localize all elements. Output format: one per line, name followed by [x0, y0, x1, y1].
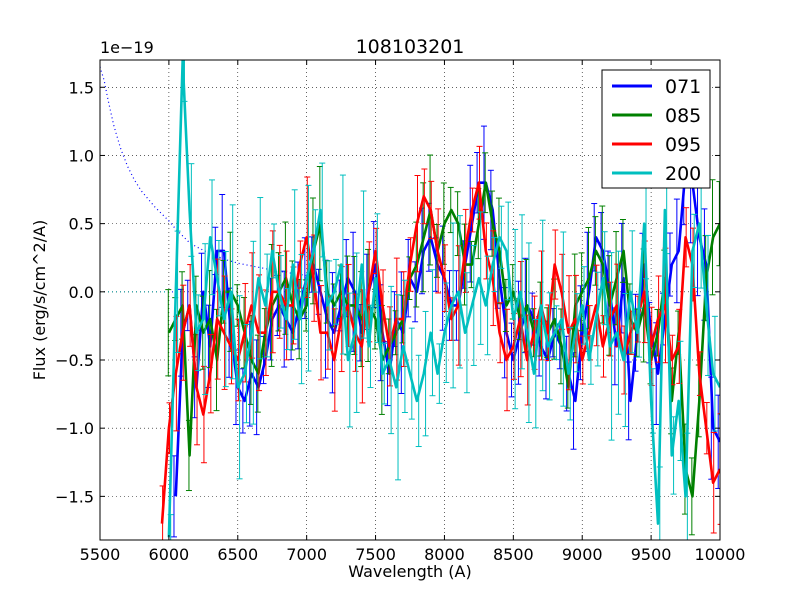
error-bar	[622, 292, 629, 428]
x-tick-label: 9500	[631, 545, 672, 564]
y-tick-label: −1.0	[55, 419, 94, 438]
error-bar	[608, 252, 615, 441]
error-bar	[484, 255, 491, 356]
error-bar	[264, 253, 271, 358]
legend-label: 071	[665, 76, 701, 98]
legend: 071 085 095 200	[601, 69, 711, 189]
error-bar	[673, 198, 680, 304]
legend-entry-095: 095	[612, 134, 701, 156]
error-bar	[546, 292, 553, 401]
error-bar	[594, 271, 601, 367]
y-tick-label: −0.5	[55, 351, 94, 370]
error-bar	[243, 324, 250, 424]
error-bar	[298, 254, 305, 385]
error-bar	[574, 293, 581, 373]
error-bar	[401, 279, 408, 414]
y-tick-label: 1.5	[69, 78, 94, 97]
legend-box	[601, 69, 711, 189]
y-tick-label: −1.5	[55, 487, 94, 506]
series-group	[100, 60, 720, 540]
error-bar	[567, 326, 574, 421]
y-tick-label: 0.5	[69, 215, 94, 234]
legend-entry-085: 085	[612, 105, 701, 127]
error-bar	[312, 209, 319, 293]
error-bar	[717, 413, 720, 525]
series-line-095	[160, 181, 720, 524]
legend-entry-200: 200	[612, 163, 701, 185]
x-tick-label: 8000	[424, 545, 465, 564]
error-bar	[422, 310, 429, 437]
error-bar	[463, 272, 470, 394]
error-bar	[553, 305, 560, 361]
error-bar	[222, 251, 229, 388]
error-bar	[339, 174, 346, 355]
error-bar	[291, 189, 298, 340]
legend-entry-071: 071	[612, 76, 701, 98]
error-bar	[326, 260, 333, 351]
error-bar	[215, 239, 222, 317]
x-axis-label: Wavelength (A)	[348, 562, 471, 581]
x-tick-label: 5500	[80, 545, 121, 564]
plot-frame	[99, 59, 721, 541]
error-bar	[250, 240, 257, 425]
error-bar	[305, 184, 312, 372]
x-tick-label: 7500	[355, 545, 396, 564]
error-bar	[353, 252, 360, 413]
error-bar	[202, 243, 209, 395]
y-axis-label: Flux (erg/s/cm^2/A)	[30, 220, 49, 381]
series-085	[165, 152, 720, 536]
x-tick-label: 6500	[217, 545, 258, 564]
error-bar	[395, 294, 402, 481]
x-tick-label: 7000	[286, 545, 327, 564]
error-bar	[457, 215, 464, 369]
error-bar	[408, 327, 415, 420]
series-line-085	[167, 181, 720, 498]
error-bar	[277, 255, 284, 329]
legend-label: 085	[665, 105, 701, 127]
y-scale-offset: 1e−19	[100, 38, 154, 57]
error-bar	[257, 197, 264, 360]
error-bar	[443, 282, 450, 383]
error-bar	[532, 318, 539, 429]
axis-ticks: 5500 6000 6500 7000 7500 8000 8500 9000 9500 1000…	[55, 60, 745, 564]
error-bar	[209, 179, 216, 296]
error-bar	[711, 315, 718, 432]
error-bar	[477, 211, 484, 345]
error-bar	[360, 190, 367, 339]
error-bar	[498, 205, 505, 269]
x-tick-label: 10000	[695, 545, 746, 564]
error-bar	[519, 214, 526, 370]
sky-reference-line	[100, 66, 307, 277]
y-tick-label: 1.0	[69, 146, 94, 165]
series-line-200	[167, 60, 720, 538]
error-bar	[705, 234, 712, 376]
legend-label: 200	[665, 163, 701, 185]
error-bar	[525, 242, 532, 424]
error-bar	[165, 289, 172, 377]
x-tick-label: 6000	[149, 545, 190, 564]
error-bar	[491, 237, 498, 293]
error-bar	[429, 269, 436, 397]
error-bar	[539, 219, 546, 392]
error-bar	[560, 231, 567, 407]
error-bar	[333, 258, 340, 325]
error-bar	[615, 250, 622, 415]
error-bar	[236, 295, 243, 480]
error-bar	[346, 292, 353, 428]
error-bar	[512, 228, 519, 410]
error-bar	[388, 285, 395, 435]
error-bar	[195, 294, 202, 372]
x-tick-label: 8500	[493, 545, 534, 564]
error-bar	[629, 230, 636, 354]
legend-label: 095	[665, 134, 701, 156]
error-bar	[415, 354, 422, 448]
y-tick-label: 0.0	[69, 283, 94, 302]
chart-title: 108103201	[356, 36, 465, 58]
error-bar	[450, 222, 457, 389]
error-bar	[381, 342, 388, 405]
x-tick-label: 9000	[562, 545, 603, 564]
error-bar	[470, 244, 477, 366]
error-bar	[229, 204, 236, 380]
